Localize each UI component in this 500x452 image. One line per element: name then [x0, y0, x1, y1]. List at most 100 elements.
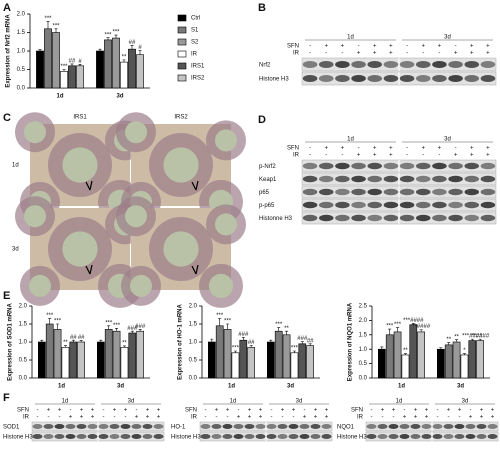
significance-label: ***: [275, 322, 283, 328]
bar: [468, 340, 477, 379]
lumen: [62, 231, 98, 267]
significance-label: ***: [112, 30, 120, 36]
lumen: [24, 121, 46, 144]
condition-sign: -: [404, 408, 406, 414]
condition-sign: -: [406, 146, 408, 152]
blot-band: [480, 175, 496, 183]
condition-sign: +: [389, 146, 393, 152]
significance-label: ***: [104, 32, 112, 38]
bar: [53, 329, 62, 379]
blot-band: [335, 61, 350, 68]
blot-band: [288, 434, 299, 439]
error-bar: [130, 45, 134, 50]
condition-sign: -: [341, 153, 343, 159]
arrow: [85, 180, 93, 191]
error-bar: [439, 347, 443, 350]
bar: [36, 50, 44, 89]
condition-sign: +: [248, 415, 252, 421]
condition-sign: +: [414, 415, 418, 421]
arrow: [85, 264, 93, 275]
bar: [68, 65, 76, 89]
blot-band: [399, 214, 415, 222]
blot-band: [233, 424, 244, 429]
error-bar: [54, 28, 58, 33]
bar: [282, 334, 291, 379]
significance-label: ***: [105, 320, 113, 326]
bar: [96, 50, 104, 89]
blot-band: [335, 188, 350, 196]
x-tick-label: 1d: [398, 384, 405, 390]
blot-band: [200, 424, 211, 429]
group-label: 1d: [62, 399, 69, 405]
row-label: p-p65: [259, 203, 275, 209]
blot-band: [302, 175, 318, 183]
blot-band: [383, 162, 399, 170]
condition-sign: -: [59, 415, 61, 421]
lumen: [215, 129, 237, 152]
condition-sign: +: [325, 408, 329, 414]
blot-band: [415, 188, 431, 196]
blot-band: [131, 424, 142, 429]
condition-sign: -: [125, 415, 127, 421]
blot-band: [222, 424, 233, 429]
blot-band: [432, 424, 443, 429]
x-tick-label: 3d: [116, 94, 123, 100]
condition-sign: -: [438, 153, 440, 159]
panel-label: E: [3, 290, 10, 302]
condition-sign: +: [480, 408, 484, 414]
condition-sign: -: [48, 415, 50, 421]
condition-label: IR: [191, 415, 198, 421]
condition-sign: +: [425, 408, 429, 414]
blot-band: [43, 434, 54, 439]
condition-sign: -: [437, 408, 439, 414]
blot-band: [87, 434, 98, 439]
bar: [385, 334, 394, 379]
legend-swatch: [177, 26, 187, 34]
blot-band: [351, 61, 366, 68]
condition-sign: -: [271, 408, 273, 414]
y-tick-label: 0.0: [19, 376, 28, 382]
blot-band: [233, 434, 244, 439]
blot-band: [109, 424, 120, 429]
blot-band: [432, 188, 447, 196]
y-tick-label: 2.0: [17, 12, 26, 18]
condition-sign: -: [70, 408, 72, 414]
y-tick-label: 2.0: [19, 304, 28, 310]
y-tick-label: 1.0: [189, 340, 198, 346]
blot-band: [464, 188, 480, 196]
blot-band: [399, 188, 415, 196]
blot-band: [299, 424, 310, 429]
bar: [409, 324, 418, 379]
condition-label: SFN: [17, 408, 29, 414]
bar: [61, 347, 70, 379]
blot-band: [377, 434, 388, 439]
row-label: Histonne H3: [259, 216, 293, 222]
condition-sign: -: [371, 415, 373, 421]
blot-band: [399, 162, 415, 170]
bar: [436, 348, 445, 379]
blot-band: [383, 201, 399, 209]
condition-sign: -: [136, 408, 138, 414]
blot-band: [480, 61, 496, 68]
significance-label: ##: [248, 340, 255, 346]
bar: [77, 341, 85, 379]
condition-label: IR: [293, 51, 300, 57]
condition-sign: +: [469, 415, 473, 421]
significance-label: ***: [386, 324, 394, 330]
error-bar: [218, 318, 222, 326]
blot-band: [383, 188, 399, 196]
y-tick-label: 0.0: [189, 376, 198, 382]
lumen: [215, 213, 237, 236]
blot-band: [480, 188, 496, 196]
bar: [247, 347, 255, 379]
y-tick-label: 0.5: [17, 67, 26, 73]
significance-label: ***: [52, 23, 60, 29]
condition-sign: +: [421, 146, 425, 152]
y-tick-label: 2.5: [359, 304, 368, 310]
bar: [215, 325, 224, 379]
condition-sign: +: [314, 408, 318, 414]
condition-sign: +: [425, 415, 429, 421]
condition-sign: +: [259, 408, 263, 414]
blot-band: [464, 214, 480, 222]
